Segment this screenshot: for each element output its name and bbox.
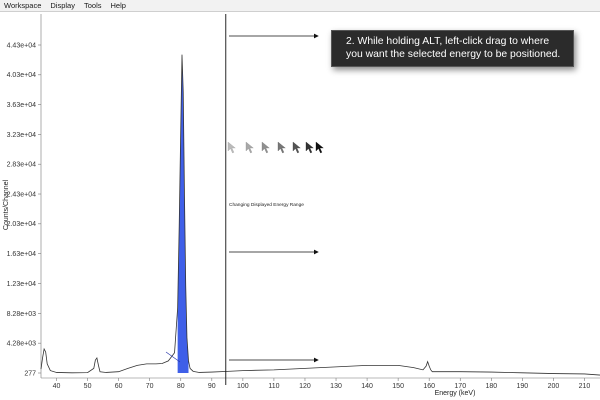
y-tick-label: 3.23e+04 (7, 132, 36, 139)
y-tick-label: 2.43e+04 (7, 191, 36, 198)
instruction-line-2: you want the selected energy to be posit… (346, 48, 561, 60)
x-tick-label: 60 (115, 383, 123, 390)
menu-display[interactable]: Display (50, 0, 75, 10)
menu-workspace[interactable]: Workspace (4, 0, 42, 10)
y-tick-label: 2.03e+04 (7, 221, 36, 228)
x-tick-label: 210 (579, 383, 591, 390)
instruction-callout: 2. While holding ALT, left-click drag to… (331, 30, 574, 67)
cursor-motion-trail-icon (227, 141, 324, 154)
x-tick-label: 40 (53, 383, 61, 390)
y-tick-label: 1.23e+04 (7, 281, 36, 288)
x-tick-label: 150 (392, 383, 404, 390)
energy-range-annotation: Changing Displayed Energy Range (229, 202, 304, 208)
roi-marker-line (165, 351, 181, 363)
y-tick-label: 2.83e+04 (7, 162, 36, 169)
x-tick-label: 170 (454, 383, 466, 390)
x-tick-label: 80 (177, 383, 185, 390)
x-tick-label: 190 (517, 383, 529, 390)
x-tick-label: 160 (423, 383, 435, 390)
x-tick-label: 130 (330, 383, 342, 390)
x-tick-label: 90 (208, 383, 216, 390)
x-axis-ticks: 40 50 60 70 80 90 100 110 120 130 140 150 160 170 180 1… (53, 378, 591, 390)
y-axis-title: Counts/Channel (3, 179, 10, 230)
x-axis-title: Energy (keV) (435, 390, 476, 397)
y-axis-ticks: 277 4.28e+03 8.28e+03 1.23e+04 1.63e+04 2.03e… (7, 42, 41, 377)
spectrum-trace (40, 54, 600, 376)
menu-help[interactable]: Help (110, 0, 126, 10)
instruction-line-1: 2. While holding ALT, left-click drag to… (346, 36, 550, 47)
y-tick-label: 3.63e+04 (7, 102, 36, 109)
y-tick-label: 4.28e+03 (7, 341, 36, 348)
y-tick-label: 8.28e+03 (7, 311, 36, 318)
y-tick-label: 1.63e+04 (7, 251, 36, 258)
x-tick-label: 180 (485, 383, 497, 390)
x-tick-label: 140 (361, 383, 373, 390)
x-tick-label: 100 (237, 383, 249, 390)
x-tick-label: 110 (268, 383, 279, 390)
y-tick-label: 4.03e+04 (7, 72, 36, 79)
x-tick-label: 50 (84, 383, 92, 390)
menu-bar: Workspace Display Tools Help (0, 0, 600, 12)
y-tick-label: 277 (24, 370, 36, 377)
x-tick-label: 200 (548, 383, 560, 390)
x-tick-label: 120 (299, 383, 311, 390)
y-tick-label: 4.43e+04 (7, 42, 36, 49)
x-tick-label: 70 (146, 383, 154, 390)
menu-tools[interactable]: Tools (83, 0, 102, 10)
